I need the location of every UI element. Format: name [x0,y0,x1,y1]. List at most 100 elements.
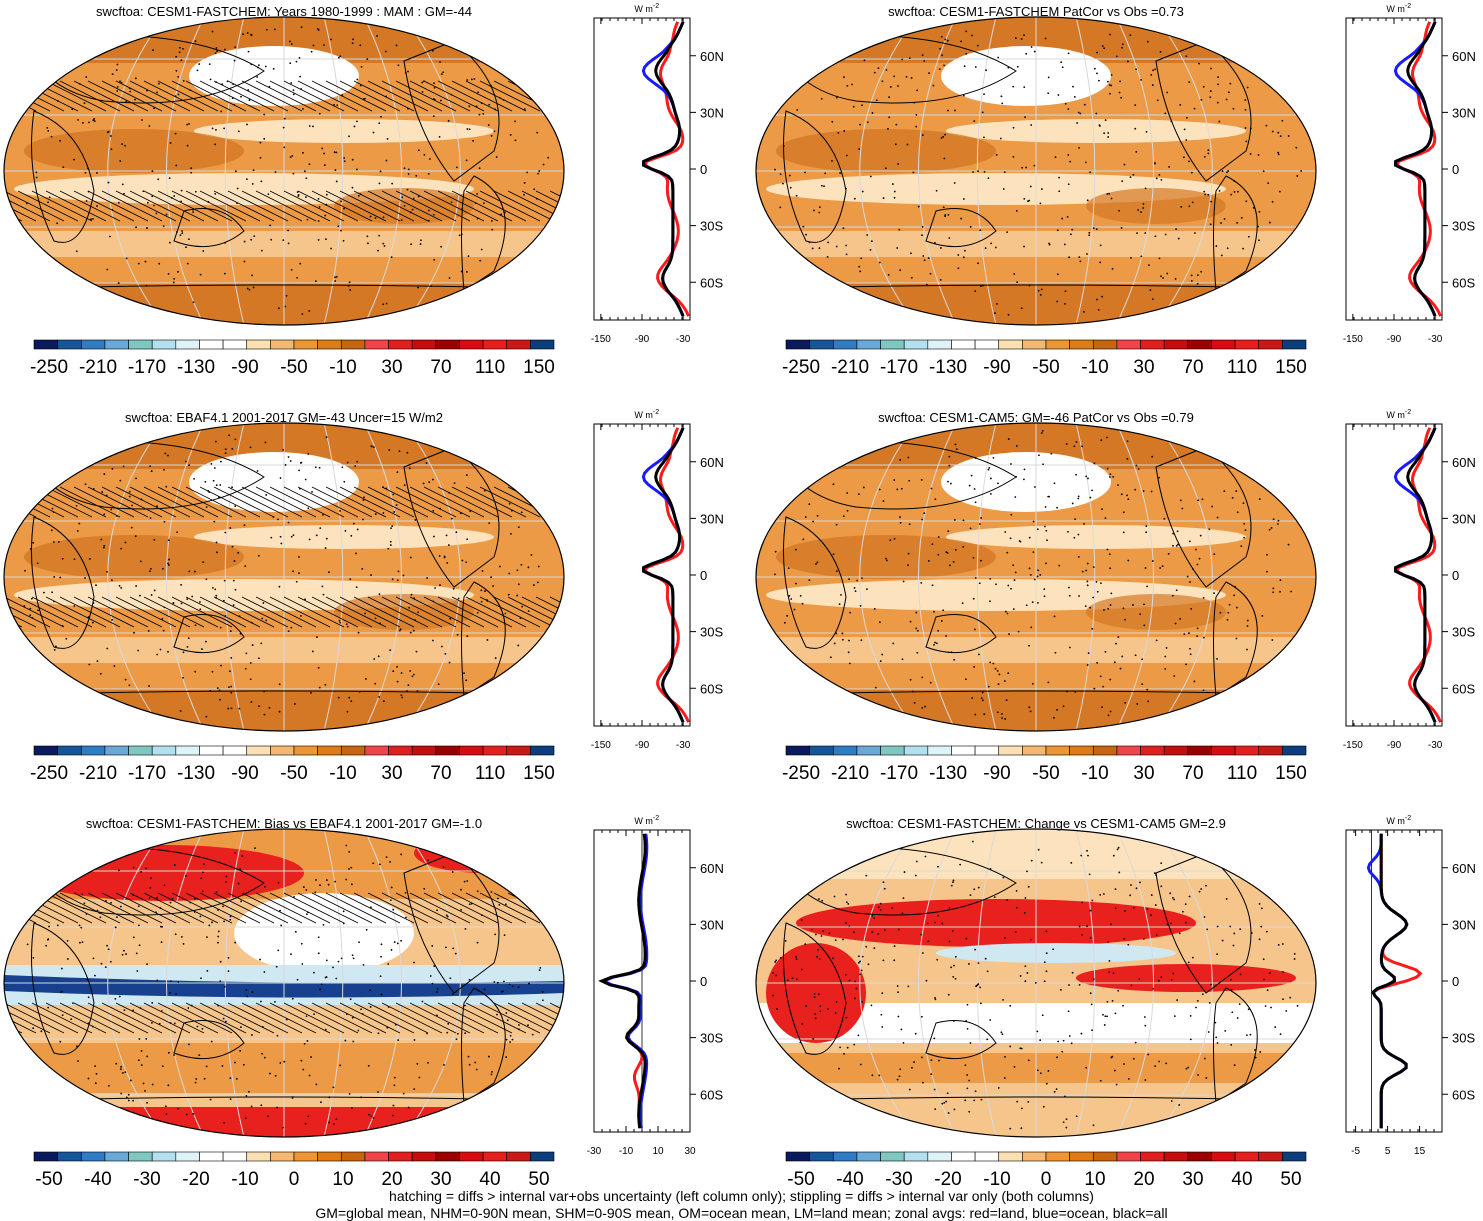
colorbar-label: -170 [128,763,166,784]
colorbar-swatch [1258,745,1283,756]
map-title: swcftoa: CESM1-CAM5: GM=-46 PatCor vs Ob… [878,410,1194,425]
all-zonal-line [641,427,685,723]
colorbar-label: -210 [79,357,117,378]
units-label: W m-2 [1386,3,1411,14]
colorbar-swatch [482,745,508,756]
colorbar-label: -10 [983,1169,1010,1190]
lat-label: 30S [1452,1031,1475,1046]
colorbar-swatch [1163,745,1189,756]
colorbar-swatch [974,1151,1000,1162]
colorbar-swatch [270,745,295,756]
all-zonal-line [598,833,647,1129]
zonal-panel-1: W m-2 -150 -90 -30 60N 30N 0 30S 60S [591,3,724,345]
colorbar-swatch [80,1151,106,1162]
map-border [755,828,1317,1138]
colorbar-label: 30 [1133,763,1154,784]
lat-label: 60S [1452,275,1475,290]
lat-label: 60S [700,1087,723,1102]
colorbar-swatch [364,339,389,350]
colorbar-label: -90 [983,357,1010,378]
colorbar-label: -210 [79,763,117,784]
colorbar-swatch [506,339,531,350]
lat-label: 30S [700,625,723,640]
colorbar-swatch [951,1151,976,1162]
colorbar-swatch [388,1151,413,1162]
lat-label: 60S [1452,681,1475,696]
colorbar-swatch [459,745,484,756]
colorbar-swatch [459,339,484,350]
colorbar-swatch [222,339,248,350]
footer-line-1: hatching = diffs > internal var+obs unce… [389,1188,1094,1204]
map-panel-6: swcftoa: CESM1-FASTCHEM: Change vs CESM1… [755,816,1317,1138]
colorbar-swatch [880,1151,905,1162]
colorbar-swatch [1187,745,1212,756]
colorbar-swatch [880,339,905,350]
colorbar-swatch [1092,745,1118,756]
lat-label: 60N [1452,49,1476,64]
map-border [3,828,565,1138]
zonal-tick-label: -150 [1343,740,1363,751]
colorbar-swatch [856,339,881,350]
colorbar-swatch [57,745,82,756]
units-label: W m-2 [634,409,659,420]
colorbar-label: -30 [885,1169,912,1190]
colorbar-swatch [809,1151,834,1162]
colorbar-swatch [530,1151,555,1162]
colorbar-label: -210 [831,763,869,784]
colorbar-swatch [880,745,905,756]
colorbar-label: 30 [1182,1169,1203,1190]
colorbar-swatch [1211,1151,1236,1162]
colorbar-swatch [340,339,366,350]
colorbar-swatch [903,745,929,756]
colorbar-swatch [903,1151,929,1162]
colorbar-label: 20 [1133,1169,1154,1190]
colorbar-label: 110 [1227,357,1257,378]
colorbar-label: -90 [231,357,258,378]
colorbar-swatch [151,1151,177,1162]
map-panel-4: swcftoa: CESM1-CAM5: GM=-46 PatCor vs Ob… [755,410,1317,732]
zonal-tick-label: -30 [676,334,691,345]
map-border [755,422,1317,732]
map-title: swcftoa: CESM1-FASTCHEM: Years 1980-1999… [96,4,472,19]
map-border [3,16,565,326]
colorbar-swatch [151,745,177,756]
colorbar-swatch [222,1151,248,1162]
colorbar-swatch [1282,1151,1307,1162]
map-title: swcftoa: CESM1-FASTCHEM: Bias vs EBAF4.1… [86,816,482,831]
colorbar-swatch [927,745,952,756]
colorbar-label: -250 [30,357,68,378]
colorbar-label: 110 [475,763,505,784]
zonal-panel-3: W m-2 -150 -90 -30 60N 30N 0 30S 60S [591,409,724,751]
zonal-tick-label: -150 [591,740,611,751]
zonal-panel-5: W m-2 -30 -10 10 30 60N 30N 0 30S 60S [587,815,724,1157]
colorbar-label: 70 [430,763,451,784]
colorbar-swatch [128,1151,153,1162]
colorbar-swatch [856,1151,881,1162]
zonal-tick-label: -30 [1428,334,1443,345]
colorbar-label: -50 [787,1169,814,1190]
colorbar-swatch [317,745,342,756]
colorbar-swatch [57,339,82,350]
colorbar-swatch [104,745,129,756]
colorbar-label: -90 [983,763,1010,784]
colorbar-swatch [175,745,200,756]
colorbar-swatch [1045,1151,1070,1162]
colorbar-swatch [1282,339,1307,350]
zonal-tick-label: 30 [684,1146,696,1157]
lat-label: 30N [1452,105,1476,120]
colorbar-label: -170 [880,763,918,784]
colorbar-swatch [293,339,318,350]
zonal-frame [593,17,691,321]
lat-label: 60S [700,681,723,696]
colorbar-swatch [435,1151,460,1162]
colorbar-5: -50 -40 -30 -20 -10 0 10 20 30 40 50 [33,1151,555,1190]
colorbar-label: -10 [1081,763,1108,784]
colorbar-swatch [435,339,460,350]
colorbar-swatch [998,1151,1023,1162]
map-title: swcftoa: CESM1-FASTCHEM: Change vs CESM1… [846,816,1226,831]
all-zonal-line [1393,21,1437,317]
colorbar-swatch [411,745,437,756]
colorbar-swatch [128,745,153,756]
colorbar-swatch [199,745,224,756]
lat-label: 60S [1452,1087,1475,1102]
